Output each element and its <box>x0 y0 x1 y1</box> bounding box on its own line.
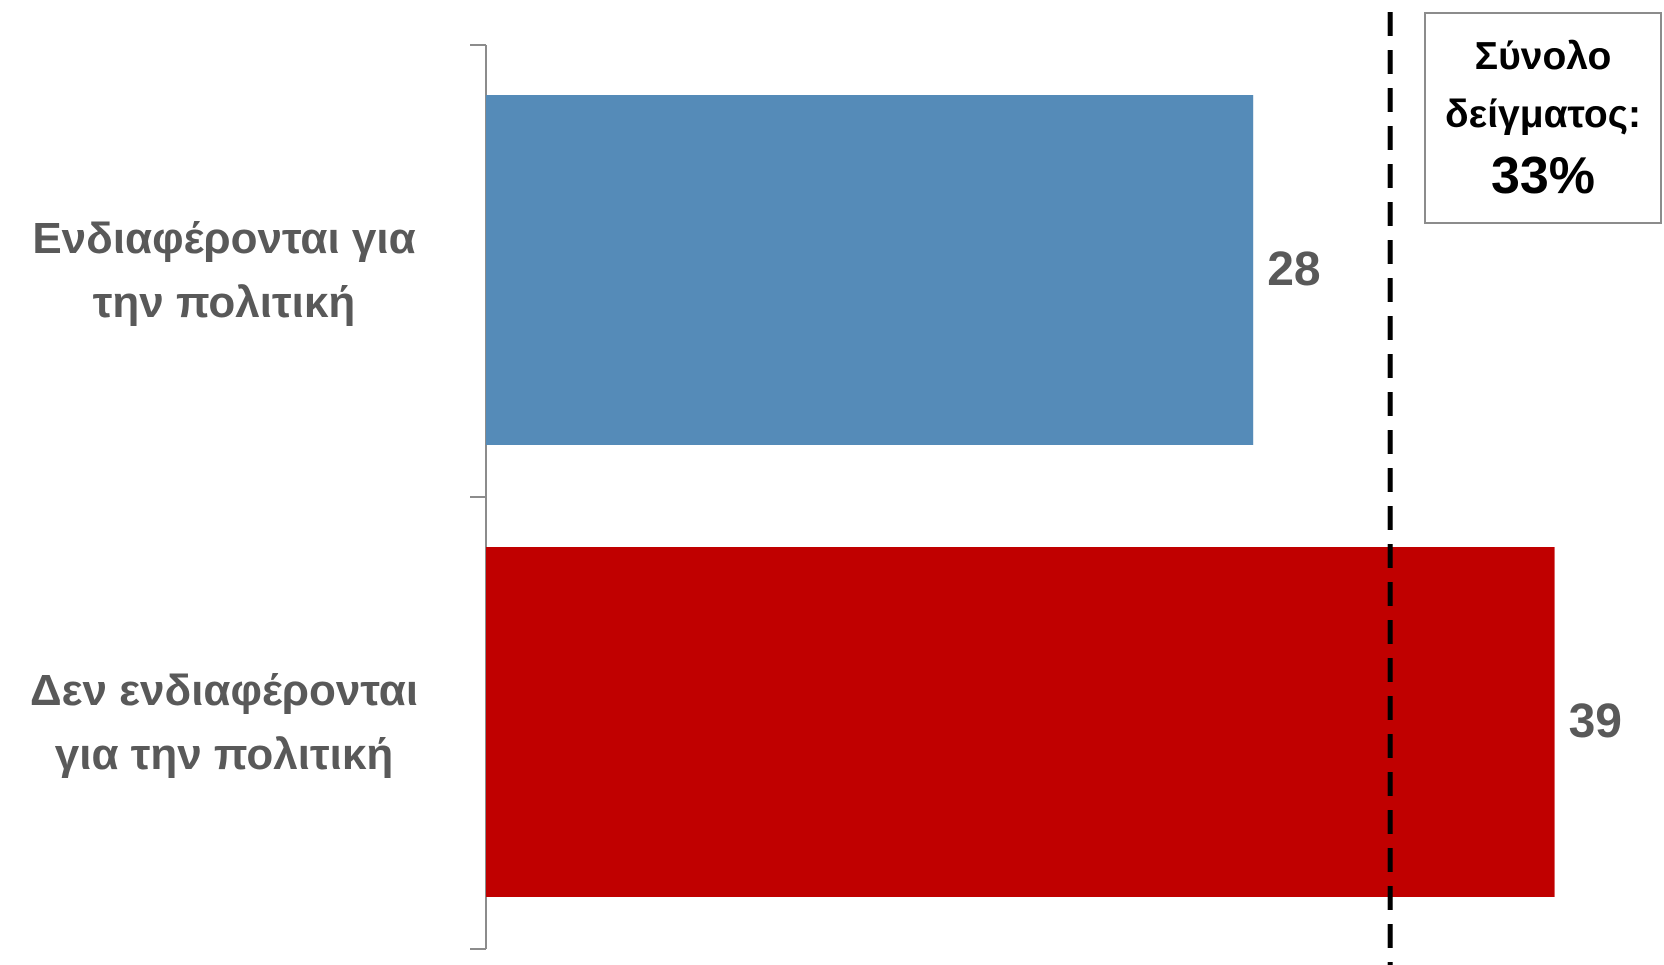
bar <box>486 95 1254 445</box>
data-label: 39 <box>1568 695 1622 748</box>
data-label: 28 <box>1267 243 1321 296</box>
reference-value: 33% <box>1490 147 1596 205</box>
category-label: Ενδιαφέρονται για την πολιτική <box>32 214 416 327</box>
bar <box>486 547 1555 897</box>
reference-annotation-box: Σύνολο δείγματος: 33% <box>1424 12 1662 224</box>
reference-label: Σύνολο δείγματος: <box>1445 35 1641 136</box>
category-label: Δεν ενδιαφέρονται για την πολιτική <box>29 666 419 779</box>
